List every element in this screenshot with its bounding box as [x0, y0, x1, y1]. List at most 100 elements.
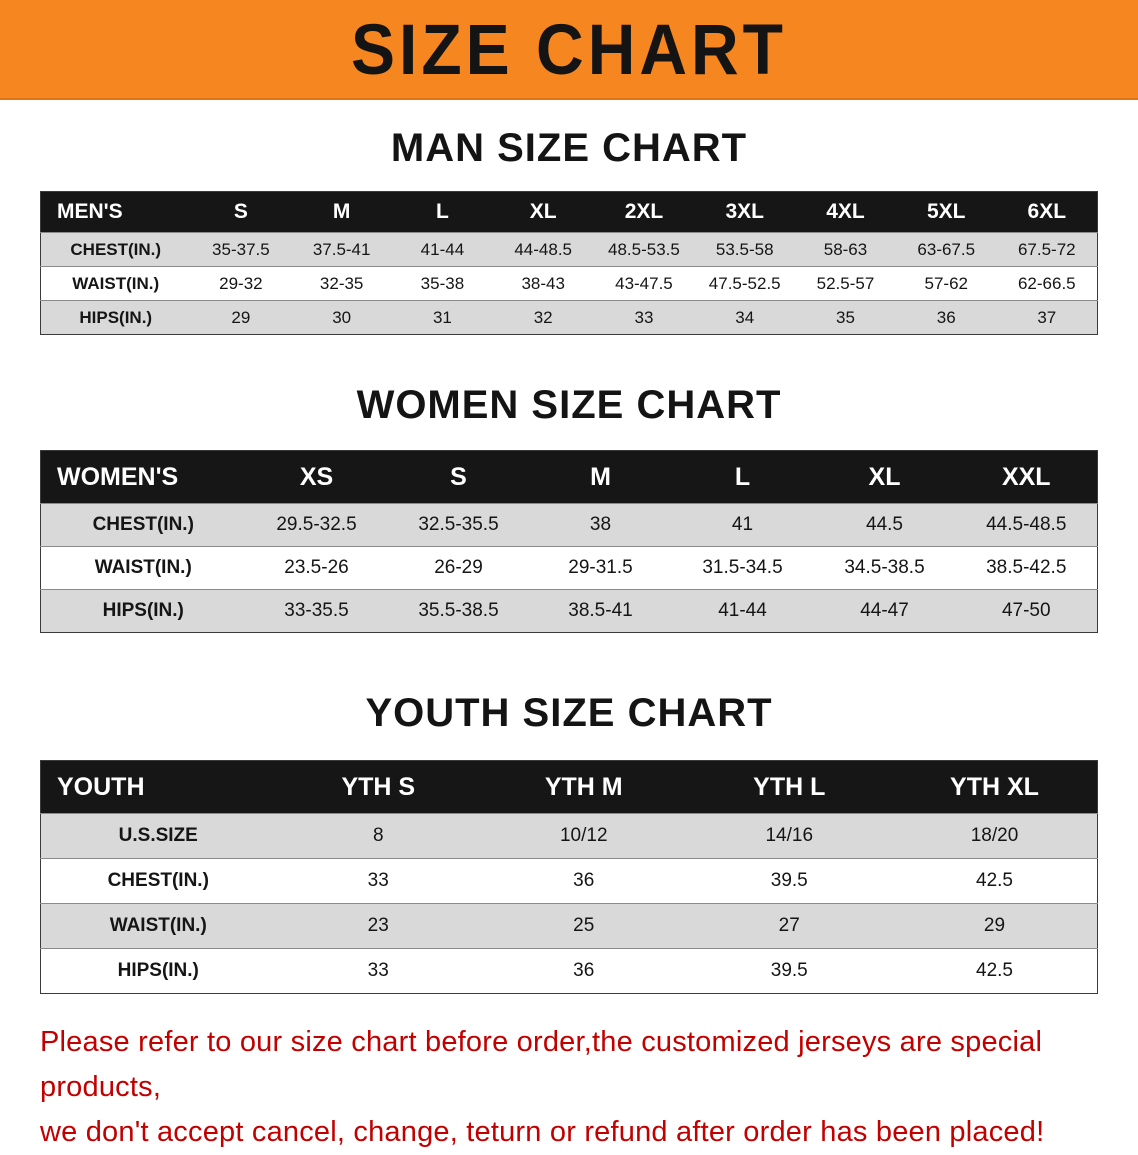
- women-value-cell: 44.5-48.5: [955, 503, 1098, 547]
- men-value-cell: 29: [190, 300, 292, 335]
- men-value-cell: 34: [694, 300, 796, 335]
- men-value-cell: 62-66.5: [996, 266, 1098, 301]
- men-value-cell: 33: [593, 300, 695, 335]
- youth-value-cell: 10/12: [481, 813, 687, 859]
- women-value-cell: 32.5-35.5: [387, 503, 530, 547]
- disclaimer-line-2: we don't accept cancel, change, teturn o…: [40, 1115, 1045, 1148]
- women-value-cell: 29-31.5: [529, 546, 672, 590]
- youth-table-row: U.S.SIZE 8 10/12 14/16 18/20: [40, 813, 1098, 859]
- women-value-cell: 44-47: [813, 589, 956, 633]
- women-value-cell: 41: [671, 503, 814, 547]
- youth-size-section: YOUTH SIZE CHART YOUTH YTH S YTH M YTH L YTH…: [0, 691, 1138, 994]
- men-size-table: MEN'S S M L XL 2XL 3XL 4XL 5XL 6XL CHEST(IN.) 35-37…: [40, 191, 1098, 335]
- youth-row-label-cell: WAIST(IN.): [40, 903, 276, 949]
- youth-row-label-cell: HIPS(IN.): [40, 948, 276, 994]
- women-value-cell: 41-44: [671, 589, 814, 633]
- women-value-cell: 35.5-38.5: [387, 589, 530, 633]
- women-row-label-cell: HIPS(IN.): [40, 589, 246, 633]
- women-value-cell: 23.5-26: [245, 546, 388, 590]
- women-table-row: WAIST(IN.) 23.5-26 26-29 29-31.5 31.5-34.5 34…: [40, 546, 1098, 590]
- men-value-cell: 35-37.5: [190, 232, 292, 267]
- youth-value-cell: 36: [481, 858, 687, 904]
- men-value-cell: 32: [492, 300, 594, 335]
- youth-header-row: YOUTH YTH S YTH M YTH L YTH XL: [40, 760, 1098, 814]
- men-row-label-cell: CHEST(IN.): [40, 232, 191, 267]
- size-chart-banner: SIZE CHART: [0, 0, 1138, 100]
- men-size-header-cell: 4XL: [795, 191, 896, 233]
- youth-table-row: WAIST(IN.) 23 25 27 29: [40, 903, 1098, 949]
- women-section-heading: WOMEN SIZE CHART: [356, 383, 782, 427]
- women-value-cell: 31.5-34.5: [671, 546, 814, 590]
- women-value-cell: 38: [529, 503, 672, 547]
- men-value-cell: 43-47.5: [593, 266, 695, 301]
- men-value-cell: 37: [996, 300, 1098, 335]
- men-table-row: HIPS(IN.) 29 30 31 32 33 34 35 36 37: [40, 300, 1098, 335]
- men-table-row: CHEST(IN.) 35-37.5 37.5-41 41-44 44-48.5 48.5…: [40, 232, 1098, 267]
- men-row-label-cell: HIPS(IN.): [40, 300, 191, 335]
- women-table-row: CHEST(IN.) 29.5-32.5 32.5-35.5 38 41 44.5 44.5…: [40, 503, 1098, 547]
- men-value-cell: 47.5-52.5: [694, 266, 796, 301]
- youth-value-cell: 14/16: [686, 813, 892, 859]
- men-value-cell: 29-32: [190, 266, 292, 301]
- men-value-cell: 35-38: [392, 266, 493, 301]
- women-value-cell: 34.5-38.5: [813, 546, 956, 590]
- youth-value-cell: 27: [686, 903, 892, 949]
- youth-value-cell: 29: [892, 903, 1098, 949]
- men-size-section: MAN SIZE CHART MEN'S S M L XL 2XL 3XL 4XL 5XL 6XL…: [0, 126, 1138, 335]
- men-row-label-cell: WAIST(IN.): [40, 266, 191, 301]
- men-value-cell: 63-67.5: [895, 232, 997, 267]
- youth-size-table: YOUTH YTH S YTH M YTH L YTH XL U.S.SIZE 8 10/12…: [40, 760, 1098, 994]
- men-value-cell: 38-43: [492, 266, 594, 301]
- women-value-cell: 38.5-42.5: [955, 546, 1098, 590]
- youth-value-cell: 39.5: [686, 858, 892, 904]
- youth-size-header-cell: YTH XL: [892, 760, 1098, 814]
- men-value-cell: 53.5-58: [694, 232, 796, 267]
- youth-value-cell: 39.5: [686, 948, 892, 994]
- men-size-header-cell: 2XL: [593, 191, 695, 233]
- youth-table-row: CHEST(IN.) 33 36 39.5 42.5: [40, 858, 1098, 904]
- women-value-cell: 44.5: [813, 503, 956, 547]
- men-size-header-cell: S: [190, 191, 292, 233]
- youth-size-header-cell: YTH L: [686, 760, 892, 814]
- men-size-header-cell: XL: [492, 191, 594, 233]
- men-value-cell: 44-48.5: [492, 232, 594, 267]
- youth-value-cell: 33: [275, 948, 481, 994]
- youth-size-header-cell: YTH S: [275, 760, 481, 814]
- men-size-header-cell: 5XL: [895, 191, 997, 233]
- women-value-cell: 47-50: [955, 589, 1098, 633]
- women-size-header-cell: L: [671, 450, 814, 504]
- women-size-section: WOMEN SIZE CHART WOMEN'S XS S M L XL XXL CHEST(…: [0, 383, 1138, 633]
- men-table-row: WAIST(IN.) 29-32 32-35 35-38 38-43 43-47.5 47.…: [40, 266, 1098, 301]
- youth-section-heading: YOUTH SIZE CHART: [365, 691, 773, 735]
- women-value-cell: 26-29: [387, 546, 530, 590]
- youth-value-cell: 36: [481, 948, 687, 994]
- men-value-cell: 37.5-41: [291, 232, 393, 267]
- men-value-cell: 48.5-53.5: [593, 232, 695, 267]
- page-title: SIZE CHART: [351, 9, 787, 89]
- women-value-cell: 33-35.5: [245, 589, 388, 633]
- disclaimer-line-1: Please refer to our size chart before or…: [40, 1026, 1043, 1103]
- women-size-header-cell: XXL: [955, 450, 1098, 504]
- youth-table-row: HIPS(IN.) 33 36 39.5 42.5: [40, 948, 1098, 994]
- youth-row-label-cell: U.S.SIZE: [40, 813, 276, 859]
- women-row-label-cell: WAIST(IN.): [40, 546, 246, 590]
- women-size-header-cell: M: [529, 450, 672, 504]
- men-value-cell: 31: [392, 300, 493, 335]
- youth-value-cell: 33: [275, 858, 481, 904]
- disclaimer-text: Please refer to our size chart before or…: [40, 1020, 1098, 1155]
- youth-value-cell: 42.5: [892, 858, 1098, 904]
- youth-value-cell: 8: [275, 813, 481, 859]
- youth-row-label-cell: CHEST(IN.): [40, 858, 276, 904]
- women-size-header-cell: S: [387, 450, 530, 504]
- women-size-header-cell: XL: [813, 450, 956, 504]
- youth-value-cell: 25: [481, 903, 687, 949]
- men-value-cell: 57-62: [895, 266, 997, 301]
- men-value-cell: 41-44: [392, 232, 493, 267]
- women-table-title-cell: WOMEN'S: [40, 450, 246, 504]
- women-header-row: WOMEN'S XS S M L XL XXL: [40, 450, 1098, 504]
- men-value-cell: 67.5-72: [996, 232, 1098, 267]
- men-size-header-cell: M: [291, 191, 393, 233]
- youth-value-cell: 18/20: [892, 813, 1098, 859]
- women-row-label-cell: CHEST(IN.): [40, 503, 246, 547]
